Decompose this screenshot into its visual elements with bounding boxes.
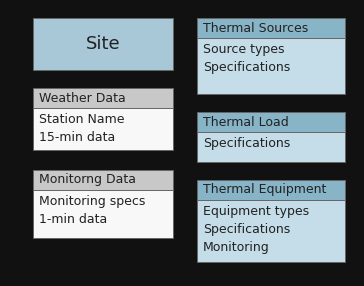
- Text: Thermal Load: Thermal Load: [203, 116, 289, 128]
- Bar: [197, 18, 345, 38]
- Text: Station Name: Station Name: [39, 113, 124, 126]
- Text: Monitoring: Monitoring: [203, 241, 270, 254]
- Text: Monitorng Data: Monitorng Data: [39, 174, 136, 186]
- Text: Source types: Source types: [203, 43, 285, 56]
- Text: Specifications: Specifications: [203, 223, 290, 236]
- Bar: [33, 170, 173, 190]
- Bar: [197, 200, 345, 262]
- Text: Specifications: Specifications: [203, 61, 290, 74]
- Text: Equipment types: Equipment types: [203, 205, 309, 218]
- Bar: [197, 180, 345, 200]
- Bar: [33, 18, 173, 70]
- Text: Specifications: Specifications: [203, 137, 290, 150]
- Text: Weather Data: Weather Data: [39, 92, 126, 104]
- Text: 15-min data: 15-min data: [39, 131, 115, 144]
- Text: 1-min data: 1-min data: [39, 213, 107, 226]
- Bar: [197, 38, 345, 94]
- Bar: [197, 112, 345, 132]
- Text: Site: Site: [86, 35, 120, 53]
- Text: Thermal Sources: Thermal Sources: [203, 21, 308, 35]
- Text: Thermal Equipment: Thermal Equipment: [203, 184, 327, 196]
- Bar: [33, 190, 173, 238]
- Bar: [33, 108, 173, 150]
- Bar: [33, 88, 173, 108]
- Bar: [197, 132, 345, 162]
- Text: Monitoring specs: Monitoring specs: [39, 195, 145, 208]
